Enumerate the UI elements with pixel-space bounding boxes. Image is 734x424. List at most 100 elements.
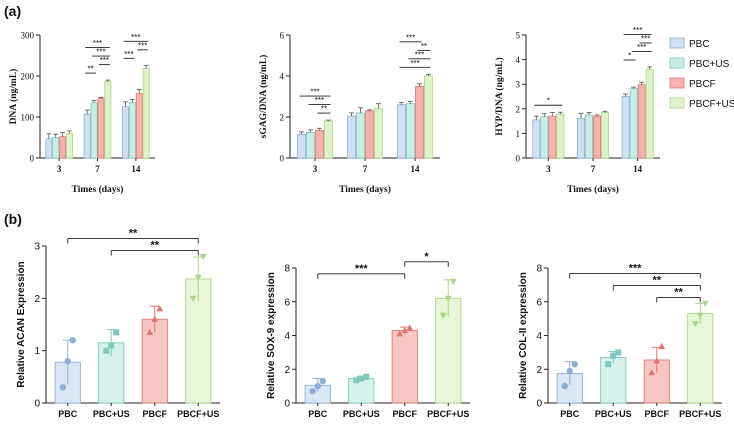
data-point <box>571 360 578 368</box>
significance-label: ** <box>150 239 159 251</box>
significance-label: *** <box>410 59 419 68</box>
y-tick-label: 0 <box>30 154 35 164</box>
bar-pbcf-us-day14 <box>142 68 150 159</box>
data-point <box>396 330 404 337</box>
y-tick-label: 2 <box>516 104 521 114</box>
y-tick-label: 2 <box>34 294 40 305</box>
x-tick-label: 14 <box>131 164 141 174</box>
data-point <box>69 337 76 344</box>
significance-label: *** <box>131 33 140 42</box>
chart-sox9: 0 2 4 6 8 Relative SOX-9 expression PBC PBC+US P… <box>266 251 470 419</box>
bar-pbcf-us-day7 <box>374 108 383 159</box>
data-point <box>103 347 110 354</box>
bar-pbcf-day3 <box>59 136 67 159</box>
y-tick-label: 3 <box>34 242 40 253</box>
data-point <box>615 349 622 356</box>
bar-pbc-day14 <box>397 104 406 159</box>
data-point <box>353 377 360 384</box>
panel-label-a: (a) <box>4 3 21 19</box>
bar-pbc-day3 <box>45 138 53 159</box>
y-axis-title: Relative COL-II expression <box>518 272 529 399</box>
data-point <box>566 367 573 375</box>
data-point <box>406 324 414 331</box>
bar-pbc-day3 <box>297 134 306 159</box>
y-tick-label: 6 <box>536 297 542 308</box>
significance-label: *** <box>93 39 102 48</box>
legend-label-pbc: PBC <box>689 39 710 50</box>
bar-pbc-us-day3 <box>52 137 60 159</box>
x-tick-label: PBCF <box>143 409 168 419</box>
x-tick-label: PBC <box>58 409 78 419</box>
data-point <box>194 274 202 281</box>
bar-pbcf-us <box>687 313 714 404</box>
x-tick-label: 7 <box>591 164 596 174</box>
y-tick-label: 0 <box>34 399 40 410</box>
y-tick-label: 4 <box>516 55 521 65</box>
data-point <box>691 321 699 328</box>
significance-label: *** <box>355 263 369 275</box>
y-tick-label: 0 <box>536 399 542 410</box>
significance-label: * <box>424 251 429 263</box>
bar-pbc-day7 <box>577 117 585 159</box>
y-tick-label: 0 <box>516 154 521 164</box>
x-axis-title: Times (days) <box>339 184 391 195</box>
x-tick-label: PBC+US <box>93 409 130 419</box>
bar-pbcf-us-day3 <box>66 132 73 159</box>
x-tick-label: PBCF+US <box>177 409 219 419</box>
data-point <box>156 305 164 312</box>
bar-pbc-us-day7 <box>90 102 98 159</box>
bar-pbcf-day14 <box>415 85 424 159</box>
significance-label: *** <box>100 56 109 65</box>
bar-pbcf-day7 <box>365 110 374 159</box>
bar-pbcf-day3 <box>315 129 324 159</box>
x-axis-title: Times (days) <box>567 184 619 195</box>
data-point <box>64 357 71 365</box>
significance-label: ** <box>421 42 427 51</box>
x-tick-label: PBCF+US <box>427 409 469 419</box>
bar-pbc-day3 <box>532 119 541 159</box>
bar-pbc-us <box>600 356 627 404</box>
x-tick-label: 7 <box>363 164 368 174</box>
data-point <box>653 357 661 364</box>
bar-pbcf-us-day14 <box>424 75 433 159</box>
y-tick-label: 3 <box>516 80 521 90</box>
data-point <box>561 382 568 390</box>
data-point <box>449 278 457 286</box>
significance-label: *** <box>641 34 650 43</box>
bar-pbcf-us-day7 <box>601 112 609 159</box>
data-point <box>605 361 612 368</box>
y-tick-label: 5 <box>516 31 521 41</box>
legend-label-pbcf-us: PBCF+US <box>689 99 734 110</box>
significance-label: ** <box>321 105 327 114</box>
significance-label: *** <box>124 50 133 59</box>
significance-label: * <box>628 51 631 60</box>
data-point <box>648 369 656 376</box>
y-tick-label: 0 <box>284 399 290 410</box>
legend-swatch-pbcf-us <box>669 97 685 109</box>
bar-pbc-day7 <box>83 113 91 159</box>
data-point <box>189 295 197 302</box>
data-point <box>358 375 365 382</box>
data-point <box>401 326 409 334</box>
significance-label: ** <box>652 274 661 286</box>
significance-label: *** <box>415 50 424 59</box>
bar-pbcf-day14 <box>135 93 143 159</box>
data-point <box>439 312 447 319</box>
significance-label: *** <box>633 26 642 35</box>
y-tick-label: 1 <box>34 346 40 357</box>
y-tick-label: 1 <box>516 129 521 139</box>
data-point <box>319 377 326 385</box>
x-tick-label: 14 <box>411 164 421 174</box>
bar-pbc-us-day7 <box>585 114 593 159</box>
significance-label: * <box>547 97 550 106</box>
bar-pbcf-us-day3 <box>324 120 333 159</box>
y-axis-title: HYP/DNA (ng/mL) <box>494 57 505 135</box>
significance-label: *** <box>310 88 319 97</box>
legend-swatch-pbc-us <box>669 57 685 69</box>
y-tick-label: 6 <box>280 31 285 41</box>
significance-label: *** <box>315 96 324 105</box>
